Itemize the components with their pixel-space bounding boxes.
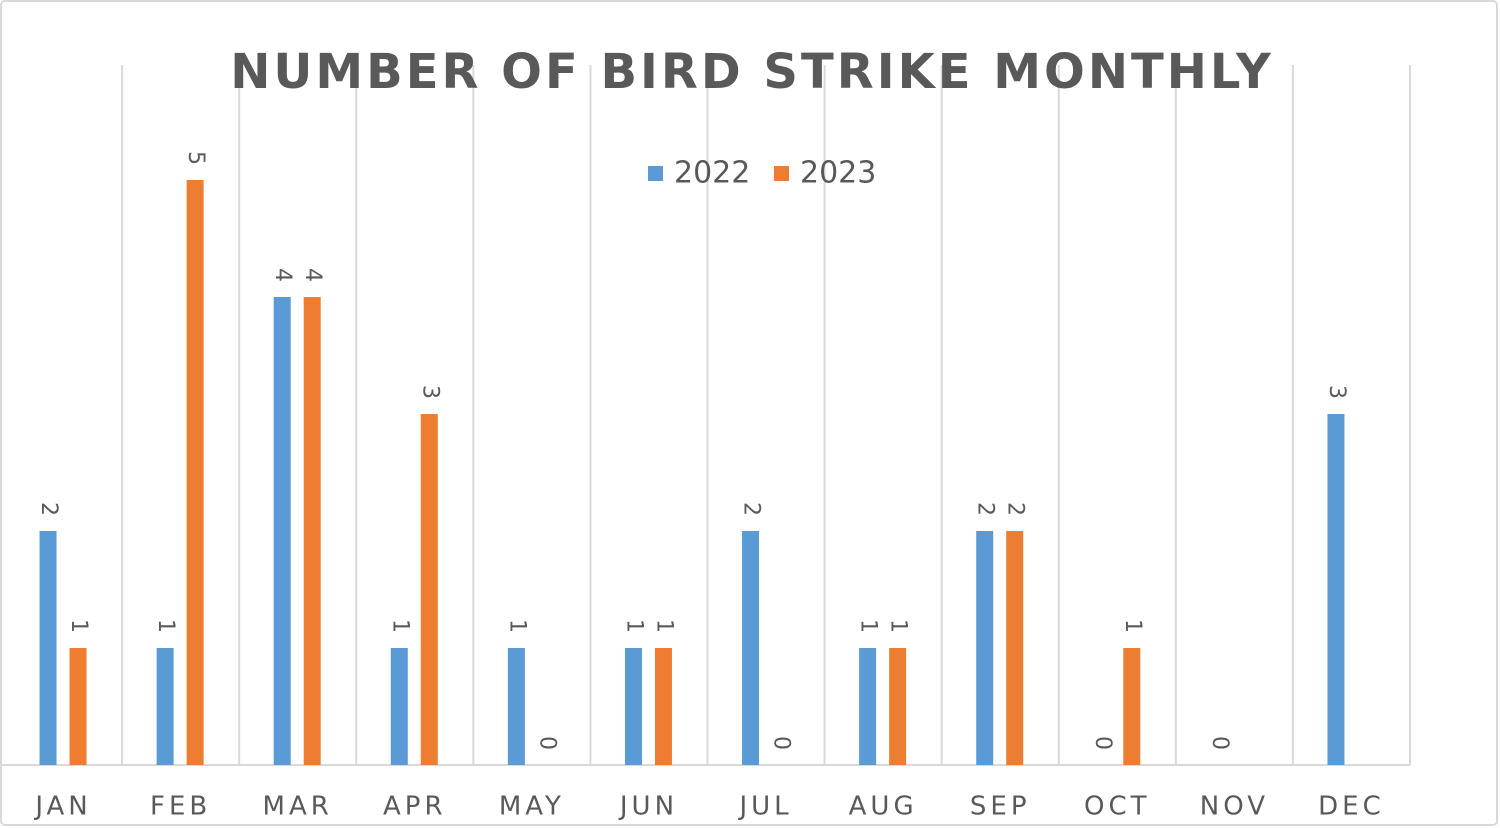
data-label: 0 [534, 736, 559, 750]
bar [507, 648, 525, 765]
bar [889, 648, 907, 765]
data-label: 2 [36, 502, 61, 516]
data-label: 1 [153, 619, 178, 633]
bar [156, 648, 174, 765]
data-label: 1 [621, 619, 646, 633]
data-label: 1 [504, 619, 529, 633]
bar [742, 531, 760, 765]
bar [39, 531, 57, 765]
data-label: 2 [1003, 502, 1028, 516]
data-label: 4 [300, 268, 325, 282]
bar [1006, 531, 1024, 765]
chart-title: NUMBER OF BIRD STRIKE MONTHLY [230, 44, 1274, 100]
bar [1327, 414, 1345, 765]
data-label: 2 [973, 502, 998, 516]
bar [654, 648, 672, 765]
data-label: 0 [1207, 736, 1232, 750]
x-tick-label: DEC [1318, 792, 1385, 822]
x-tick-label: NOV [1200, 792, 1269, 822]
bar [976, 531, 994, 765]
bar [624, 648, 642, 765]
data-label: 2 [739, 502, 764, 516]
bar [390, 648, 408, 765]
data-label: 1 [66, 619, 91, 633]
bar [420, 414, 438, 765]
x-tick-label: JUL [737, 792, 792, 822]
bar [186, 180, 204, 765]
data-label: 1 [1120, 619, 1145, 633]
data-label: 3 [417, 385, 442, 399]
data-label: 1 [651, 619, 676, 633]
x-tick-label: MAY [499, 792, 565, 822]
legend-swatch [774, 166, 789, 181]
bar [69, 648, 87, 765]
x-tick-label: SEP [970, 792, 1031, 822]
x-tick-label: JAN [33, 792, 91, 822]
x-tick-label: APR [383, 792, 447, 822]
data-label: 1 [856, 619, 881, 633]
category-separators [121, 65, 1411, 765]
data-label: 5 [183, 151, 208, 165]
bar [273, 297, 291, 765]
bar [303, 297, 321, 765]
x-tick-label: FEB [150, 792, 211, 822]
data-label: 3 [1324, 385, 1349, 399]
data-label: 1 [387, 619, 412, 633]
legend-label: 2022 [674, 156, 750, 191]
x-tick-label: AUG [849, 792, 918, 822]
data-label: 0 [1090, 736, 1115, 750]
data-label: 0 [769, 736, 794, 750]
data-label: 1 [886, 619, 911, 633]
x-tick-label: JUN [618, 792, 678, 822]
legend-swatch [648, 166, 663, 181]
bar [1123, 648, 1141, 765]
bar [859, 648, 877, 765]
x-tick-label: MAR [263, 792, 333, 822]
data-label: 4 [270, 268, 295, 282]
legend-label: 2023 [800, 156, 876, 191]
x-tick-label: OCT [1084, 792, 1151, 822]
